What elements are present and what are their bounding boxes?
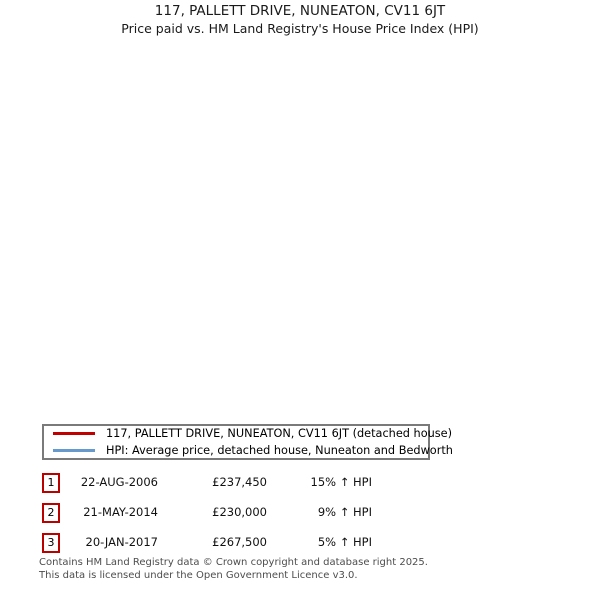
license-footer: Contains HM Land Registry data © Crown c… bbox=[39, 557, 599, 582]
page-subtitle: Price paid vs. HM Land Registry's House … bbox=[121, 21, 479, 36]
chart-legend: 117, PALLETT DRIVE, NUNEATON, CV11 6JT (… bbox=[42, 424, 453, 460]
transaction-1-price: £237,450 bbox=[212, 475, 267, 489]
page-title: 117, PALLETT DRIVE, NUNEATON, CV11 6JT bbox=[154, 3, 446, 19]
legend-label-hpi: HPI: Average price, detached house, Nune… bbox=[106, 444, 453, 457]
transaction-2-price: £230,000 bbox=[212, 505, 267, 519]
transaction-3-price: £267,500 bbox=[212, 535, 267, 549]
transaction-3-marker: 3 bbox=[42, 533, 60, 553]
transaction-3-hpi-delta: 5% ↑ HPI bbox=[317, 535, 372, 549]
red-line-swatch-icon bbox=[53, 432, 95, 435]
transaction-row-2: 2 21-MAY-2014 £230,000 9% ↑ HPI bbox=[0, 503, 600, 523]
transaction-3-date: 20-JAN-2017 bbox=[85, 535, 159, 549]
footer-line-1: Contains HM Land Registry data © Crown c… bbox=[39, 557, 428, 568]
transaction-2-marker: 2 bbox=[42, 503, 60, 523]
legend-row-property: 117, PALLETT DRIVE, NUNEATON, CV11 6JT (… bbox=[53, 427, 452, 441]
transaction-row-3: 3 20-JAN-2017 £267,500 5% ↑ HPI bbox=[0, 533, 600, 553]
transaction-1-marker: 1 bbox=[42, 473, 60, 493]
footer-line-2: This data is licensed under the Open Gov… bbox=[39, 569, 358, 581]
transaction-row-1: 1 22-AUG-2006 £237,450 15% ↑ HPI bbox=[0, 473, 600, 493]
transaction-2-hpi-delta: 9% ↑ HPI bbox=[317, 505, 372, 519]
price-chart-svg: £0£50K£100K£150K£200K£250K£300K£350K£400… bbox=[0, 35, 600, 420]
transaction-2-date: 21-MAY-2014 bbox=[83, 505, 158, 519]
blue-line-swatch-icon bbox=[53, 449, 95, 452]
legend-row-hpi: HPI: Average price, detached house, Nune… bbox=[53, 444, 453, 458]
transaction-1-date: 22-AUG-2006 bbox=[80, 475, 158, 489]
transaction-1-hpi-delta: 15% ↑ HPI bbox=[310, 475, 372, 489]
legend-label-property: 117, PALLETT DRIVE, NUNEATON, CV11 6JT (… bbox=[106, 427, 453, 440]
